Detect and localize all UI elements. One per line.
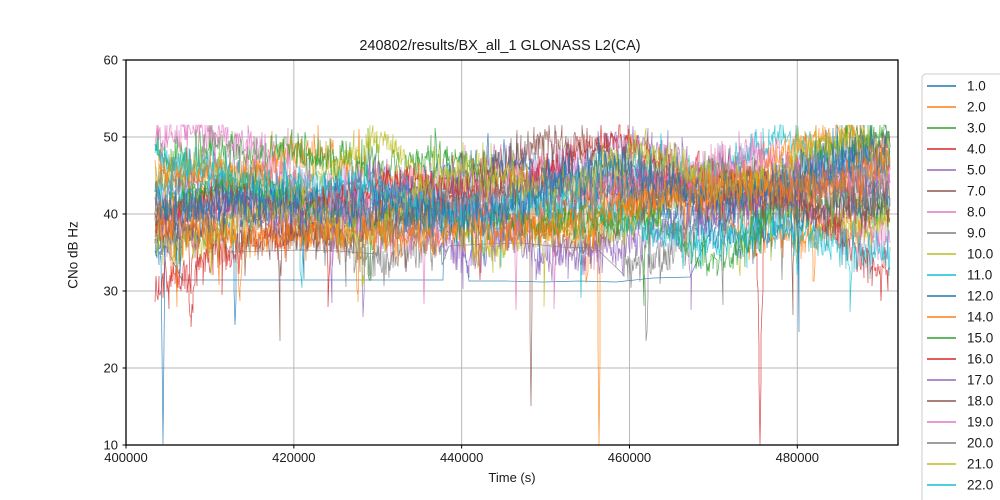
svg-text:16.0: 16.0 <box>967 352 993 367</box>
svg-text:21.0: 21.0 <box>967 457 993 472</box>
svg-text:10: 10 <box>104 438 118 453</box>
svg-text:22.0: 22.0 <box>967 478 993 493</box>
svg-text:30: 30 <box>104 284 118 299</box>
svg-text:60: 60 <box>104 53 118 68</box>
svg-text:420000: 420000 <box>272 450 315 465</box>
svg-text:14.0: 14.0 <box>967 310 993 325</box>
svg-text:3.0: 3.0 <box>967 121 986 136</box>
svg-text:1.0: 1.0 <box>967 79 986 94</box>
svg-text:460000: 460000 <box>608 450 651 465</box>
svg-text:440000: 440000 <box>440 450 483 465</box>
svg-text:17.0: 17.0 <box>967 373 993 388</box>
svg-text:480000: 480000 <box>776 450 819 465</box>
svg-text:10.0: 10.0 <box>967 247 993 262</box>
svg-text:8.0: 8.0 <box>967 205 986 220</box>
svg-text:4.0: 4.0 <box>967 142 986 157</box>
svg-text:2.0: 2.0 <box>967 100 986 115</box>
svg-text:19.0: 19.0 <box>967 415 993 430</box>
svg-text:50: 50 <box>104 130 118 145</box>
svg-text:12.0: 12.0 <box>967 289 993 304</box>
svg-text:5.0: 5.0 <box>967 163 986 178</box>
svg-text:20.0: 20.0 <box>967 436 993 451</box>
svg-text:11.0: 11.0 <box>967 268 992 283</box>
svg-text:7.0: 7.0 <box>967 184 986 199</box>
svg-text:9.0: 9.0 <box>967 226 986 241</box>
svg-text:18.0: 18.0 <box>967 394 993 409</box>
svg-text:40: 40 <box>104 207 118 222</box>
svg-text:20: 20 <box>104 361 118 376</box>
svg-text:15.0: 15.0 <box>967 331 993 346</box>
